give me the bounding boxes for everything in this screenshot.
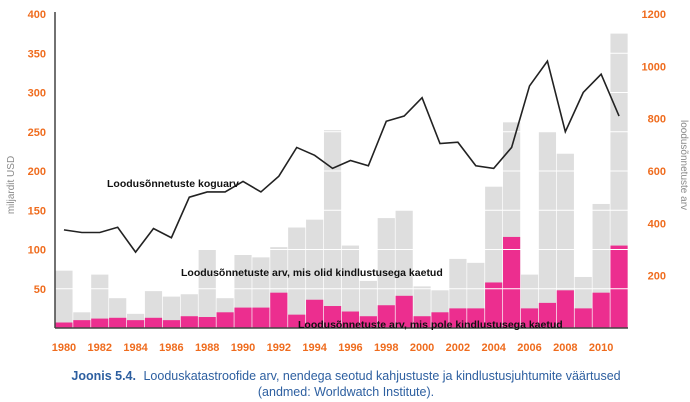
insured-bar [538, 131, 557, 328]
x-tick-label: 2008 [553, 342, 577, 354]
x-ticks: 1980 1982 1984 1986 1988 1990 1992 1994 1996 1998… [52, 342, 614, 354]
x-tick-label: 1996 [338, 342, 362, 354]
insured-bar [341, 245, 360, 328]
uninsured-bar [91, 318, 109, 328]
x-tick-label: 2000 [410, 342, 434, 354]
uninsured-bar [431, 312, 449, 328]
y-left-tick-label: 250 [28, 127, 46, 139]
x-tick-label: 2006 [517, 342, 541, 354]
uninsured-bar [234, 307, 252, 328]
uninsured-bar [306, 299, 324, 328]
y-right-title: loodusõnnetuste arv [678, 120, 689, 210]
y-left-tick-label: 350 [28, 48, 46, 60]
uninsured-bar [377, 305, 395, 328]
uninsured-bar [610, 245, 628, 328]
insured-bar [377, 218, 395, 328]
uninsured-bar [73, 320, 91, 328]
y-left-tick-label: 300 [28, 88, 46, 100]
caption-text: Looduskatastroofide arv, nendega seotud … [143, 369, 620, 383]
y-right-tick-label: 1000 [642, 61, 666, 73]
x-tick-label: 1984 [123, 342, 148, 354]
y-left-tick-label: 400 [28, 9, 46, 21]
uninsured-bar [126, 320, 145, 328]
y-left-tick-label: 150 [28, 205, 46, 217]
uninsured-bar [341, 311, 360, 328]
uninsured-bar [359, 316, 377, 328]
insured-bar [556, 153, 574, 328]
uninsured-bar [467, 308, 485, 329]
uninsured-bar [288, 314, 306, 328]
insured-bar [288, 227, 306, 328]
caption-prefix: Joonis 5.4. [71, 369, 136, 383]
x-tick-label: 1986 [159, 342, 183, 354]
uninsured-bar [180, 316, 198, 328]
uninsured-bar [323, 306, 342, 328]
uninsured-bar [574, 308, 592, 329]
uninsured-bar [485, 282, 503, 328]
uninsured-bar [198, 317, 216, 328]
uninsured-bars [55, 236, 628, 329]
uninsured-bar [109, 317, 127, 328]
uninsured-bar [216, 312, 234, 328]
y-right-tick-label: 800 [648, 114, 666, 126]
x-tick-label: 1998 [374, 342, 398, 354]
total-disasters-line [63, 59, 620, 254]
figure-caption-source: (andmed: Worldwatch Institute). [258, 385, 434, 399]
uninsured-bar [503, 236, 521, 328]
y-right-ticks: 200 400 600 800 1000 1200 [642, 9, 666, 283]
x-tick-label: 2004 [481, 342, 506, 354]
x-tick-label: 1992 [267, 342, 291, 354]
uninsured-bar [162, 320, 180, 328]
x-tick-label: 1982 [88, 342, 112, 354]
uninsured-bar [395, 295, 413, 328]
y-right-tick-label: 1200 [642, 9, 666, 21]
y-left-tick-label: 100 [28, 245, 46, 257]
insured-bar [359, 280, 377, 328]
y-left-ticks: 50 100 150 200 250 300 350 400 [28, 9, 46, 296]
uninsured-bar [538, 302, 557, 328]
y-right-tick-label: 200 [648, 271, 666, 283]
uninsured-bar [413, 316, 431, 328]
uninsured-bar [252, 307, 270, 328]
y-right-tick-label: 600 [648, 166, 666, 178]
y-left-tick-label: 50 [34, 284, 46, 296]
uninsured-bar [520, 308, 539, 329]
uninsured-bar [592, 292, 610, 328]
annotation-uninsured: Loodusõnnetuste arv, mis pole kindlustus… [298, 319, 563, 331]
x-tick-label: 1990 [231, 342, 255, 354]
x-tick-label: 2010 [589, 342, 613, 354]
uninsured-bar [55, 322, 73, 328]
y-left-title: miljardit USD [6, 156, 17, 214]
uninsured-bar [449, 308, 467, 329]
annotation-total: Loodusõnnetuste koguarv [107, 178, 239, 190]
uninsured-bar [144, 317, 163, 328]
insured-bar [323, 130, 342, 328]
insured-bar [91, 274, 109, 328]
uninsured-bar [556, 290, 574, 328]
grid-overlay [55, 13, 628, 290]
x-tick-label: 1994 [302, 342, 327, 354]
x-tick-label: 1980 [52, 342, 76, 354]
figure-caption: Joonis 5.4. Looduskatastroofide arv, nen… [71, 369, 620, 383]
insured-bar [55, 270, 73, 328]
x-tick-label: 2002 [446, 342, 470, 354]
uninsured-bar [270, 292, 288, 328]
annotation-insured: Loodusõnnetuste arv, mis olid kindlustus… [181, 267, 443, 279]
y-left-tick-label: 200 [28, 166, 46, 178]
x-tick-label: 1988 [195, 342, 219, 354]
y-right-tick-label: 400 [648, 218, 666, 230]
